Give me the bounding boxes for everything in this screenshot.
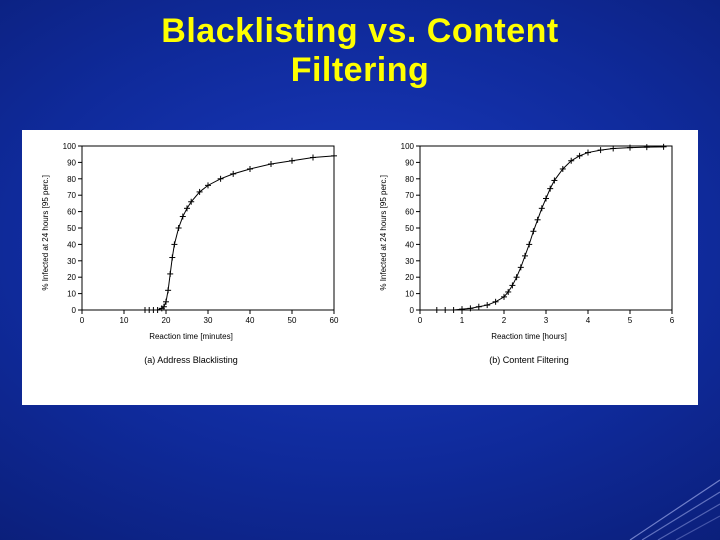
svg-text:30: 30 (67, 257, 76, 266)
svg-text:6: 6 (669, 316, 674, 325)
svg-text:50: 50 (287, 316, 296, 325)
svg-text:30: 30 (203, 316, 212, 325)
slide: Blacklisting vs. Content Filtering % Inf… (0, 0, 720, 540)
svg-text:5: 5 (627, 316, 632, 325)
svg-text:40: 40 (67, 240, 76, 249)
chart-right-plot-wrap: % Infected at 24 hours [95 perc.] 0 1 2 3 4 5… (379, 138, 680, 328)
svg-text:60: 60 (67, 208, 76, 217)
svg-text:20: 20 (161, 316, 170, 325)
chart-right-ylabel: % Infected at 24 hours [95 perc.] (379, 175, 388, 291)
svg-text:20: 20 (405, 273, 414, 282)
svg-text:50: 50 (67, 224, 76, 233)
svg-text:2: 2 (501, 316, 506, 325)
chart-right-xlabel: Reaction time [hours] (491, 332, 567, 341)
svg-text:10: 10 (67, 290, 76, 299)
title-line-1: Blacklisting vs. Content (161, 12, 558, 50)
chart-right: % Infected at 24 hours [95 perc.] 0 1 2 3 4 5… (360, 130, 698, 405)
svg-text:0: 0 (409, 306, 414, 315)
svg-text:1: 1 (459, 316, 464, 325)
svg-text:10: 10 (405, 290, 414, 299)
svg-text:40: 40 (245, 316, 254, 325)
chart-right-caption: (b) Content Filtering (489, 355, 569, 365)
svg-text:10: 10 (119, 316, 128, 325)
svg-text:20: 20 (67, 273, 76, 282)
svg-text:70: 70 (67, 191, 76, 200)
svg-text:4: 4 (585, 316, 590, 325)
chart-right-svg: 01234560102030405060708090100 (390, 138, 680, 328)
svg-text:80: 80 (67, 175, 76, 184)
chart-left: % Infected at 24 hours [95 perc.] 0 10 20 3… (22, 130, 360, 405)
svg-text:0: 0 (417, 316, 422, 325)
svg-text:70: 70 (405, 191, 414, 200)
chart-left-ylabel: % Infected at 24 hours [95 perc.] (41, 175, 50, 291)
svg-text:100: 100 (62, 142, 76, 151)
svg-text:90: 90 (405, 158, 414, 167)
title-line-2: Filtering (291, 51, 430, 89)
corner-accent-icon (610, 450, 720, 540)
chart-left-svg: 0 10 20 30 40 50 60 0 10 20 30 40 50 60 70 80 90 100 (52, 138, 342, 328)
slide-title: Blacklisting vs. Content Filtering (0, 12, 720, 90)
svg-text:0: 0 (79, 316, 84, 325)
svg-text:50: 50 (405, 224, 414, 233)
svg-text:0: 0 (71, 306, 76, 315)
chart-panel: % Infected at 24 hours [95 perc.] 010203… (22, 130, 698, 405)
svg-text:3: 3 (543, 316, 548, 325)
svg-text:40: 40 (405, 240, 414, 249)
svg-text:60: 60 (405, 208, 414, 217)
chart-left-caption: (a) Address Blacklisting (144, 355, 238, 365)
svg-text:80: 80 (405, 175, 414, 184)
svg-text:30: 30 (405, 257, 414, 266)
slide-title-block: Blacklisting vs. Content Filtering (0, 0, 720, 90)
svg-text:90: 90 (67, 158, 76, 167)
svg-text:60: 60 (329, 316, 338, 325)
chart-left-xlabel: Reaction time [minutes] (149, 332, 233, 341)
svg-text:100: 100 (400, 142, 414, 151)
chart-left-plot-wrap: % Infected at 24 hours [95 perc.] 0 10 20 3… (41, 138, 342, 328)
